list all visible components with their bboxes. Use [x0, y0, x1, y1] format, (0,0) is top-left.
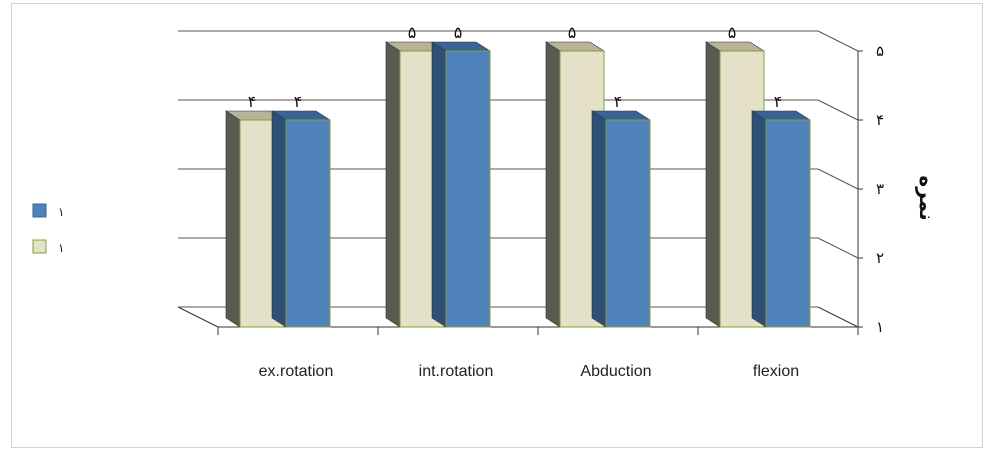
bar	[285, 119, 331, 328]
bar-side	[545, 41, 561, 328]
bar	[765, 119, 811, 328]
gridline-depth	[817, 237, 859, 259]
chart-frame	[11, 3, 983, 448]
gridline-depth	[817, 168, 859, 190]
legend-label: ۱	[58, 241, 64, 255]
gridline-depth	[817, 306, 859, 328]
y-tick-label: ۱	[876, 318, 884, 336]
data-label: ۵	[728, 23, 737, 42]
y-axis-title: نمره	[915, 175, 939, 220]
data-label: ۵	[454, 23, 463, 42]
bar	[445, 50, 491, 328]
data-label: ۴	[774, 92, 783, 111]
bar-side	[431, 41, 447, 328]
floor-left-edge	[177, 306, 219, 328]
category-label: flexion	[753, 363, 799, 380]
bar	[605, 119, 651, 328]
bar-side	[271, 110, 287, 328]
legend-swatch	[32, 239, 47, 254]
bar-side	[591, 110, 607, 328]
data-label: ۵	[568, 23, 577, 42]
data-label: ۵	[408, 23, 417, 42]
data-label: ۴	[248, 92, 257, 111]
data-label: ۴	[614, 92, 623, 111]
category-label: Abduction	[580, 363, 651, 380]
category-label: int.rotation	[419, 363, 494, 380]
bar-side	[385, 41, 401, 328]
y-tick-label: ۲	[876, 249, 884, 267]
bar-side	[225, 110, 241, 328]
data-label: ۴	[294, 92, 303, 111]
y-tick-label: ۳	[876, 180, 884, 198]
y-tick-label: ۵	[876, 42, 884, 60]
legend-label: ۱	[58, 205, 64, 219]
y-tick-label: ۴	[876, 111, 884, 129]
gridline-depth	[817, 30, 859, 52]
gridline-depth	[817, 99, 859, 121]
bar-side	[705, 41, 721, 328]
legend-swatch	[32, 203, 47, 218]
category-label: ex.rotation	[259, 363, 334, 380]
bar-side	[751, 110, 767, 328]
